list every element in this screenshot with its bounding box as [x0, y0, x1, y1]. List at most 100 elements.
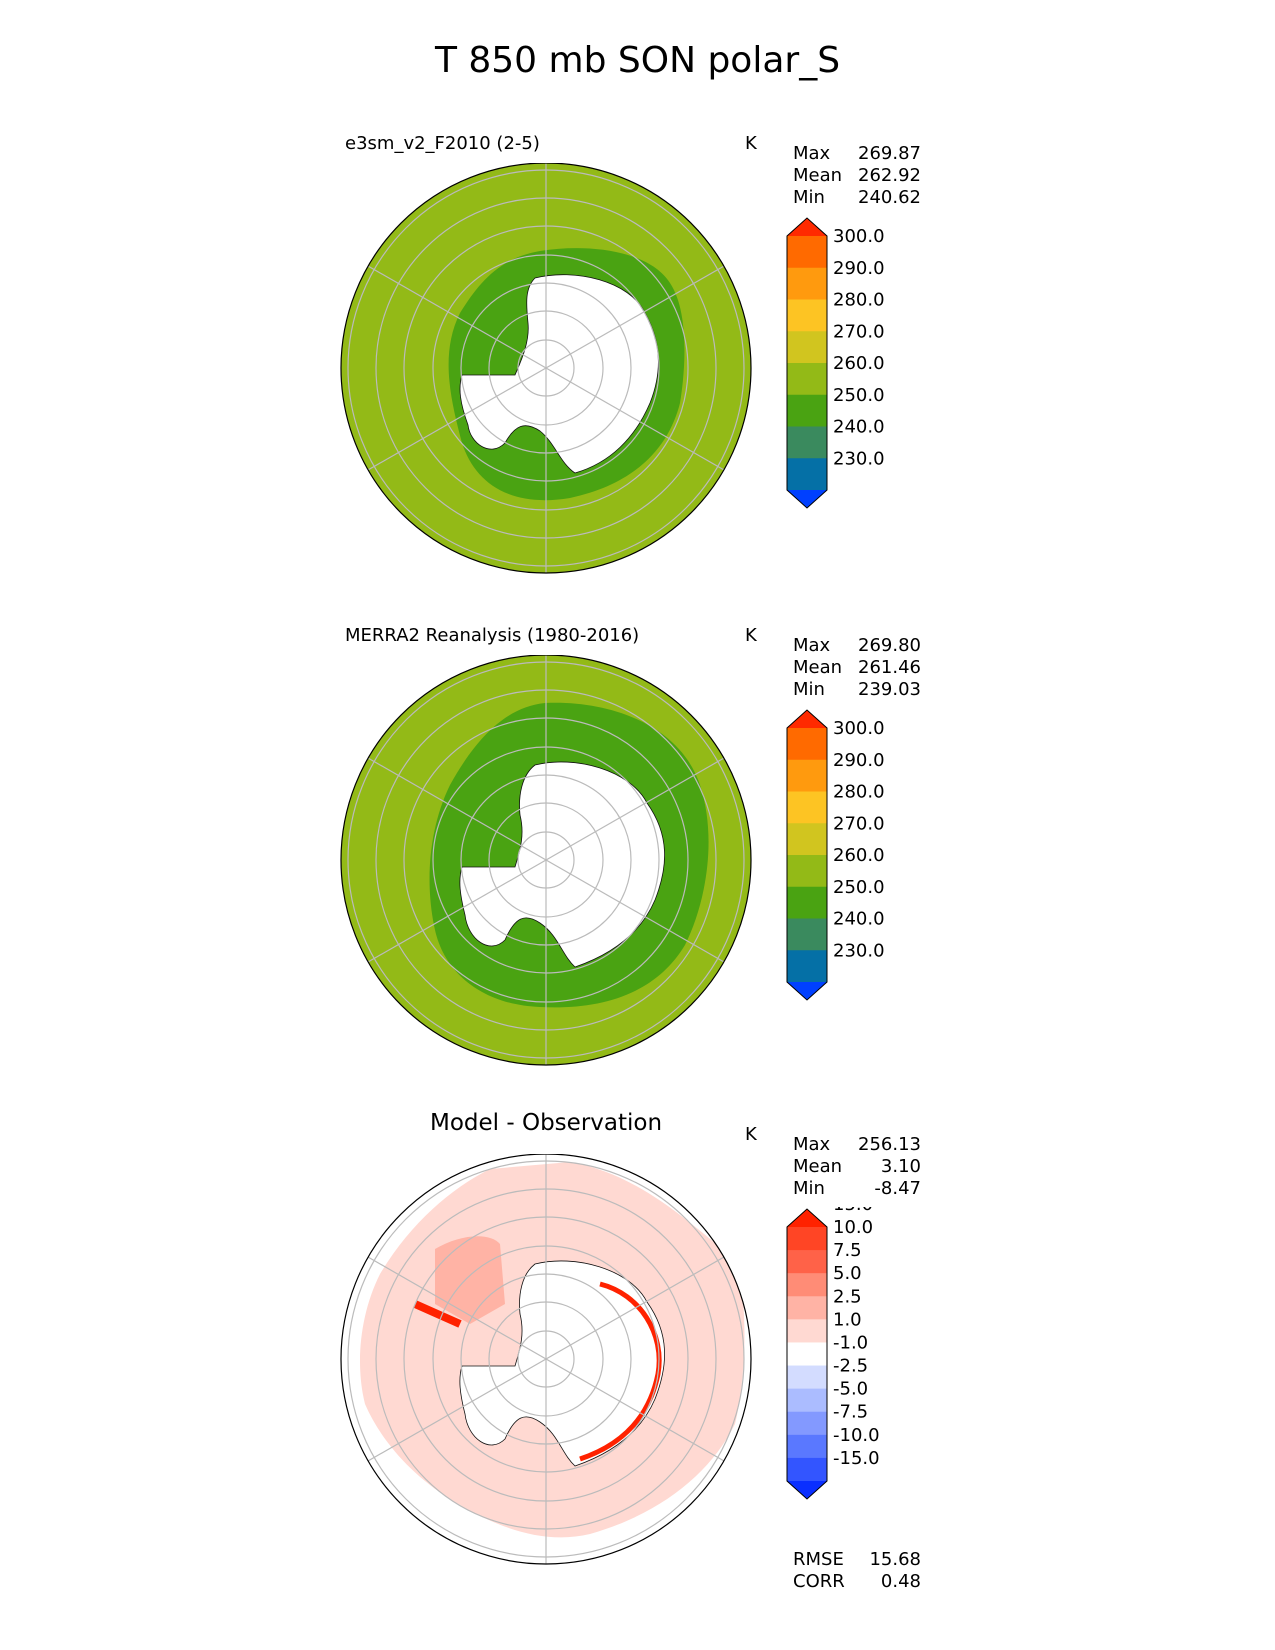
colorbar-segment: [787, 823, 827, 856]
panel-title: Model - Observation: [430, 1110, 663, 1136]
stats-block: Max 269.80 Mean 261.46 Min 239.03: [793, 635, 921, 701]
colorbar-tick-label: 5.0: [833, 1263, 862, 1284]
stat-max: 269.87: [858, 143, 921, 164]
colorbar-extension-max: [787, 1209, 827, 1227]
stats-block: Max 269.87 Mean 262.92 Min 240.62: [793, 143, 921, 209]
error-metrics: RMSE 15.68 CORR 0.48: [793, 1549, 921, 1593]
stat-label-mean: Mean: [793, 165, 843, 186]
colorbar-tick-label: -7.5: [833, 1402, 868, 1423]
colorbar-tick-label: 10.0: [833, 1217, 873, 1238]
colorbar-tick-label: 300.0: [833, 226, 885, 247]
colorbar-outline: [786, 709, 828, 1001]
colorbar-tick-label: 300.0: [833, 718, 885, 739]
stat-mean: 3.10: [880, 1156, 921, 1177]
colorbar-tick-label: -1.0: [833, 1332, 868, 1353]
panel-difference: Model - Observation K Max 256.13 Mean 3.10…: [0, 1110, 1275, 1619]
colorbar-segment: [787, 299, 827, 332]
colorbar-segment: [787, 236, 827, 269]
colorbar-segment: [787, 394, 827, 427]
stat-label-max: Max: [793, 1134, 831, 1155]
colorbar-tick-label: 270.0: [833, 813, 885, 834]
stat-label-max: Max: [793, 635, 831, 656]
colorbar-segment: [787, 855, 827, 888]
colorbar-tick-label: 260.0: [833, 845, 885, 866]
colorbar-tick-label: 230.0: [833, 448, 885, 469]
colorbar-tick-label: 290.0: [833, 258, 885, 279]
colorbar-tick-label: 280.0: [833, 290, 885, 311]
stat-label-mean: Mean: [793, 1156, 843, 1177]
colorbar-tick-label: -5.0: [833, 1379, 868, 1400]
stat-label-min: Min: [793, 1178, 825, 1199]
colorbar-segment: [787, 426, 827, 459]
units-label: K: [745, 133, 757, 154]
stat-max: 256.13: [858, 1134, 921, 1155]
colorbar-tick-label: 270.0: [833, 321, 885, 342]
colorbar-segment: [787, 1250, 827, 1274]
colorbar-segment: [787, 1388, 827, 1413]
colorbar-segment: [787, 759, 827, 792]
stat-label-mean: Mean: [793, 657, 843, 678]
colorbar-extension-max: [787, 218, 827, 236]
colorbar-segment: [787, 1227, 827, 1251]
colorbar-outline: [786, 217, 828, 509]
strong-bias-peninsula: [413, 1300, 462, 1328]
colorbar-tick-label: 250.0: [833, 385, 885, 406]
moderate-bias-region: [435, 1236, 505, 1324]
panel-title: e3sm_v2_F2010 (2-5): [345, 133, 540, 154]
graticule: [341, 655, 751, 1065]
colorbar-segment: [787, 1342, 827, 1367]
stat-max: 269.80: [858, 635, 921, 656]
colorbar-tick-label: 7.5: [833, 1240, 862, 1261]
colorbar-extension-min: [787, 982, 827, 1000]
colorbar-segment: [787, 458, 827, 491]
rmse-label: RMSE: [793, 1549, 844, 1570]
colorbar-tick-label: 1.0: [833, 1309, 862, 1330]
colorbar-outline: [786, 1208, 828, 1500]
stat-mean: 262.92: [858, 165, 921, 186]
colorbar-segment: [787, 267, 827, 300]
colorbar-tick-label: 290.0: [833, 750, 885, 771]
colorbar-segment: [787, 728, 827, 761]
figure-title: T 850 mb SON polar_S: [434, 40, 841, 81]
polar-map: [340, 163, 752, 574]
colorbar-tick-label: 15.0: [833, 1207, 873, 1215]
colorbar-extension-max: [787, 710, 827, 728]
colorbar-segment: [787, 363, 827, 396]
colorbar: 230.0 240.0 250.0 260.0 270.0 280.0 290.0 300.0…: [786, 709, 885, 1001]
colorbar-tick-label: -2.5: [833, 1356, 868, 1377]
colorbar-segment: [787, 1411, 827, 1436]
colorbar-extension-min: [787, 1481, 827, 1499]
colorbar-segment: [787, 1296, 827, 1320]
corr-value: 0.48: [880, 1571, 921, 1592]
colorbar-segment: [787, 1319, 827, 1343]
colorbar-segment: [787, 886, 827, 919]
stat-label-min: Min: [793, 187, 825, 208]
graticule: [341, 163, 751, 573]
colorbar-segment: [787, 950, 827, 983]
colorbar-extension-min: [787, 490, 827, 508]
panel-title: MERRA2 Reanalysis (1980-2016): [345, 625, 640, 646]
stat-label-min: Min: [793, 679, 825, 700]
stats-block: Max 256.13 Mean 3.10 Min -8.47: [793, 1134, 921, 1200]
graticule: [341, 1154, 751, 1564]
colorbar-segment: [787, 1365, 827, 1390]
stat-label-max: Max: [793, 143, 831, 164]
colorbar-tick-label: 250.0: [833, 877, 885, 898]
colorbar-tick-label: 240.0: [833, 417, 885, 438]
colorbar-tick-label: 240.0: [833, 909, 885, 930]
panel-model: e3sm_v2_F2010 (2-5) K Max 269.87 Mean 262.…: [0, 133, 1275, 628]
units-label: K: [745, 625, 757, 646]
colorbar-tick-label: -10.0: [833, 1425, 880, 1446]
colorbar-segment: [787, 1434, 827, 1459]
panel-observation: MERRA2 Reanalysis (1980-2016) K Max 269.8…: [0, 625, 1275, 1120]
colorbar-segment: [787, 331, 827, 364]
stat-min: 239.03: [858, 679, 921, 700]
stat-min: -8.47: [874, 1178, 921, 1199]
colorbar-tick-label: 280.0: [833, 782, 885, 803]
stat-min: 240.62: [858, 187, 921, 208]
corr-label: CORR: [793, 1571, 845, 1592]
colorbar-tick-label: 230.0: [833, 940, 885, 961]
colorbar-segment: [787, 791, 827, 824]
units-label: K: [745, 1124, 757, 1145]
colorbar-tick-label: 260.0: [833, 353, 885, 374]
